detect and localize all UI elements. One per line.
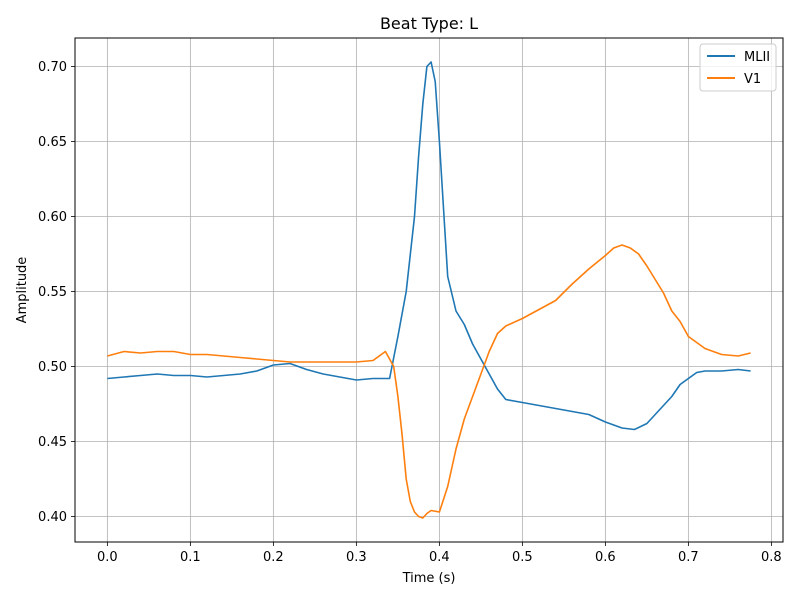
series-line-v1	[107, 244, 751, 519]
y-axis-ticks: 0.40 0.45 0.50 0.55 0.60 0.65 0.70	[38, 60, 75, 525]
x-tick-label: 0.7	[678, 550, 699, 565]
x-tick-label: 0.4	[429, 550, 450, 565]
plot-area-frame	[74, 37, 784, 543]
x-axis-label: Time (s)	[402, 571, 456, 586]
x-tick-label: 0.1	[180, 550, 201, 565]
y-tick-label: 0.70	[38, 60, 67, 75]
grid	[75, 38, 783, 542]
y-tick-label: 0.60	[38, 210, 67, 225]
x-tick-label: 0.2	[263, 550, 284, 565]
y-axis-label: Amplitude	[15, 257, 30, 324]
x-axis-ticks: 0.0 0.1 0.2 0.3 0.4 0.5 0.6 0.7 0.8	[97, 542, 782, 565]
y-tick-label: 0.40	[38, 510, 67, 525]
x-tick-label: 0.0	[97, 550, 118, 565]
legend-label-v1: V1	[744, 72, 761, 87]
x-tick-label: 0.6	[595, 550, 616, 565]
y-tick-label: 0.65	[38, 135, 67, 150]
series-line-mlii	[107, 61, 751, 431]
legend: MLII V1	[699, 43, 777, 92]
x-tick-label: 0.5	[512, 550, 533, 565]
chart-title: Beat Type: L	[380, 14, 478, 33]
x-tick-label: 0.8	[761, 550, 782, 565]
y-tick-label: 0.55	[38, 285, 67, 300]
y-tick-label: 0.50	[38, 360, 67, 375]
x-tick-label: 0.3	[346, 550, 367, 565]
legend-label-mlii: MLII	[744, 50, 770, 65]
series-lines	[107, 61, 751, 519]
y-tick-label: 0.45	[38, 435, 67, 450]
